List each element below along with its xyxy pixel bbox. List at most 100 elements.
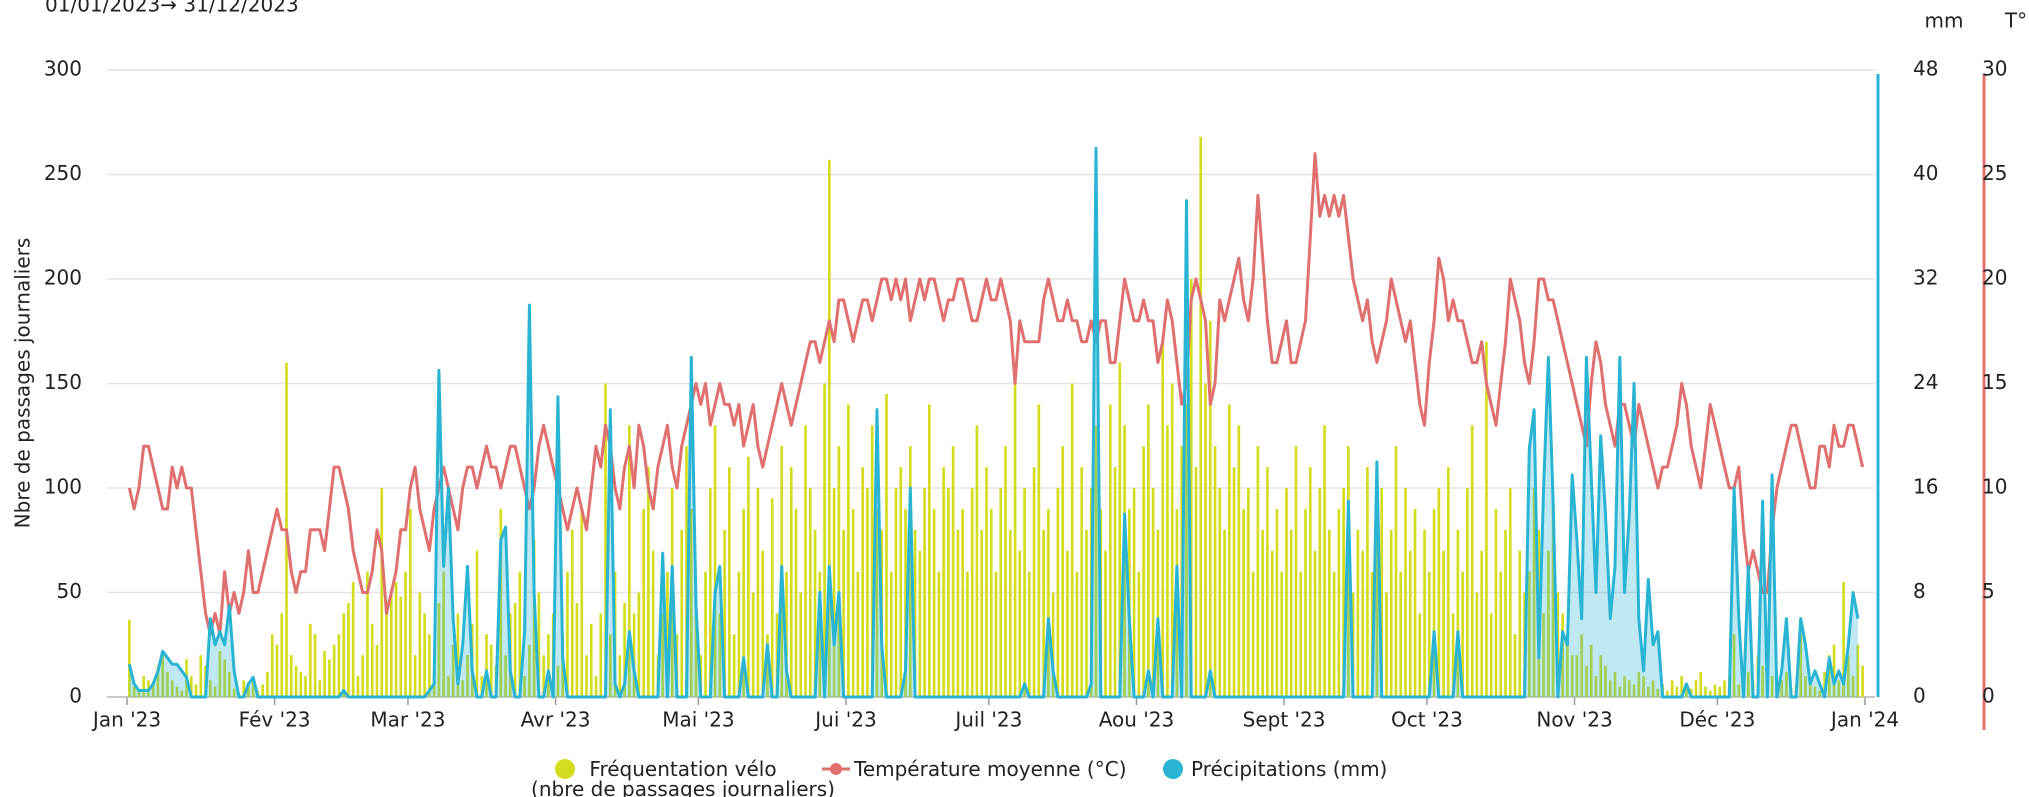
bar [342,613,345,697]
bar [451,644,455,697]
bar [1723,680,1726,697]
bar [394,582,398,697]
bar [1213,446,1217,697]
bar [223,659,226,697]
bar [1770,676,1774,697]
bar [1527,571,1531,697]
bar [885,393,888,697]
bar [642,508,645,697]
y3-tick-label: 15 [1982,370,2007,394]
bar [1170,383,1174,697]
bar [989,508,993,697]
bar [1489,613,1493,697]
bar [918,550,922,697]
x-tick-label: Mai '23 [662,708,734,732]
bar [1047,508,1050,697]
bar [1485,341,1488,697]
bar [1494,508,1498,697]
bar [1632,684,1636,697]
bar [1142,446,1145,697]
bar [932,508,936,697]
y3-axis-title: T° [2004,9,2027,33]
bar [370,623,374,697]
bar [1542,613,1545,697]
bar [632,613,636,697]
x-tick-label: Sept '23 [1243,708,1326,732]
bar [399,596,403,697]
bar [1113,467,1117,697]
bar [1247,488,1250,697]
bar [413,655,417,697]
bar [480,676,484,697]
bar [742,508,745,697]
bar [842,529,845,697]
bar [894,488,898,697]
bar [1256,446,1260,697]
bar [1704,686,1707,697]
bar [1551,508,1555,697]
bar [1627,680,1631,697]
y2-tick-label: 8 [1913,579,1926,603]
bar [1499,571,1503,697]
legend-label: Précipitations (mm) [1191,757,1388,781]
bar [1461,571,1464,697]
bar [1508,488,1512,697]
bar [1380,488,1384,697]
bar [1375,508,1379,697]
bar [575,602,579,697]
bar [942,467,945,697]
legend-label: Fréquentation vélo (nbre de passages jou… [531,757,835,797]
bar [661,613,665,697]
chart-title: 01/01/2023→ 31/12/2023 [45,0,299,17]
bar [1356,529,1360,697]
bar [270,634,274,697]
bar [1227,404,1231,697]
bar [1432,508,1436,697]
bar [1361,550,1364,697]
bar [1480,550,1484,697]
bar [689,508,693,697]
bar [708,488,712,697]
bar [328,659,331,697]
bar [694,613,698,697]
bar [775,613,779,697]
bar [1261,529,1264,697]
bar [218,651,222,697]
bar [1237,425,1241,697]
bar [1604,665,1607,697]
legend-label: Température moyenne (°C) [854,757,1127,781]
bar [1204,383,1207,697]
y3-tick-label: 10 [1982,475,2007,499]
bar [475,550,479,697]
bar [732,634,736,697]
area-fill [129,148,1858,697]
bar [1032,467,1036,697]
bar [1699,671,1703,697]
bar [570,529,574,697]
bar [442,571,445,697]
bar [166,671,169,697]
legend-marker [555,759,575,779]
bar [332,644,336,697]
bar [1004,446,1007,697]
bar [994,571,998,697]
bar [1570,655,1574,697]
bar [799,592,803,697]
bar [1475,592,1479,697]
bar [1856,644,1860,697]
bar [213,686,217,697]
line [127,152,1865,636]
legend-marker [1163,759,1183,779]
bar [1513,634,1517,697]
y3-tick-label: 25 [1982,161,2007,185]
y-axis-title: Nbre de passages journaliers [11,238,35,529]
y3-tick-label: 5 [1982,579,1995,603]
bar [1132,488,1136,697]
bar [589,623,593,697]
bar [1837,680,1841,697]
bar [208,680,212,697]
bar [685,446,688,697]
bar [266,671,269,697]
bar [528,644,531,697]
bar [1151,488,1155,697]
